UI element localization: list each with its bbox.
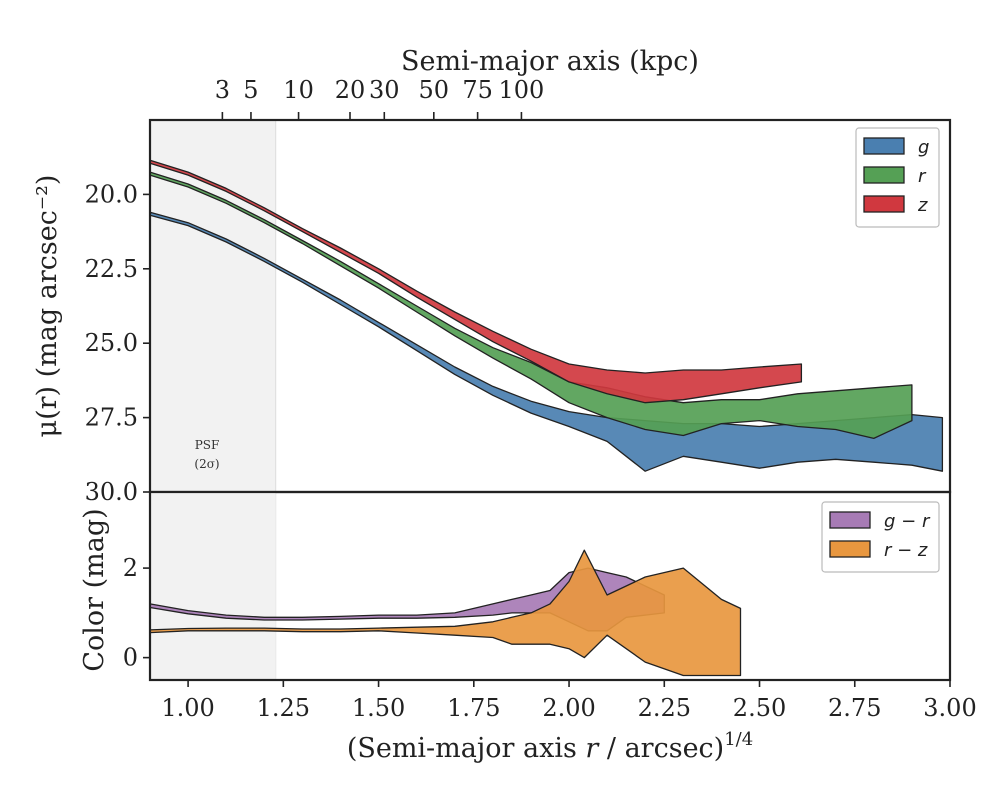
top-axis-title: Semi-major axis (kpc): [401, 46, 699, 77]
y-tick-label: 22.5: [85, 255, 138, 283]
psf-label: PSF: [195, 438, 220, 452]
sb-band-g: [149, 211, 944, 472]
color-legend-entry: g − r: [884, 511, 931, 532]
psf-region-bottom: [150, 492, 276, 680]
y-tick-label: 25.0: [85, 329, 138, 357]
x-axis-title: (Semi-major axis r / arcsec)1/4: [347, 729, 753, 764]
x-tick-label: 3.00: [923, 694, 976, 722]
x-tick-label: 2.75: [828, 694, 881, 722]
color-y-tick-label: 0: [123, 644, 138, 672]
psf-region-top: [150, 120, 276, 492]
bottom-frame: [148, 490, 952, 682]
color-ylabel: Color (mag): [79, 508, 110, 671]
sb-band-z: [149, 159, 803, 404]
x-axis-title-suffix: / arcsec): [598, 733, 724, 764]
color-legend-entry: r − z: [884, 540, 928, 561]
color-legend-swatch: [829, 511, 871, 529]
color-y-tick-label: 2: [123, 554, 138, 582]
sb-legend-swatch: [863, 195, 905, 213]
kpc-tick-label: 75: [462, 76, 493, 104]
kpc-tick-label: 20: [335, 76, 366, 104]
y-tick-label: 20.0: [85, 180, 138, 208]
kpc-tick-label: 30: [369, 76, 400, 104]
sb-legend-entry: r: [918, 166, 927, 187]
kpc-tick-label: 100: [499, 76, 545, 104]
y-tick-label: 30.0: [85, 478, 138, 506]
kpc-tick-label: 10: [283, 76, 314, 104]
y-tick-label: 27.5: [85, 404, 138, 432]
x-tick-label: 1.00: [161, 694, 214, 722]
color-panel: 0 2 1.00 1.25 1.50 1.75 2.00 2.25 2.50 2.75 3.00 (S…: [79, 490, 977, 764]
color-band-r-minus-z: [149, 549, 742, 677]
kpc-tick-label: 50: [419, 76, 450, 104]
surface-brightness-ylabel: μ(r) (mag arcsec⁻²): [32, 175, 63, 438]
sb-legend-entry: z: [917, 195, 928, 216]
color-legend-swatch: [829, 540, 871, 558]
surface-brightness-panel: PSF(2σ)20.022.525.027.530.03 5 10 20 30 50 75 1…: [32, 46, 952, 680]
sb-legend-entry: g: [918, 137, 929, 158]
sb-legend-swatch: [863, 137, 905, 155]
x-tick-label: 1.75: [447, 694, 500, 722]
sb-legend-swatch: [863, 166, 905, 184]
x-tick-label: 2.50: [733, 694, 786, 722]
kpc-tick-label: 3: [215, 76, 230, 104]
x-tick-label: 2.25: [638, 694, 691, 722]
x-tick-label: 2.00: [542, 694, 595, 722]
psf-sigma-label: (2σ): [194, 457, 219, 471]
x-axis-title-var: r: [585, 733, 600, 764]
x-axis-title-prefix: (Semi-major axis: [347, 733, 586, 764]
x-axis-title-exponent: 1/4: [724, 729, 753, 750]
x-tick-label: 1.25: [257, 694, 310, 722]
x-tick-label: 1.50: [352, 694, 405, 722]
sb-band-r: [149, 171, 913, 440]
kpc-tick-label: 5: [243, 76, 258, 104]
